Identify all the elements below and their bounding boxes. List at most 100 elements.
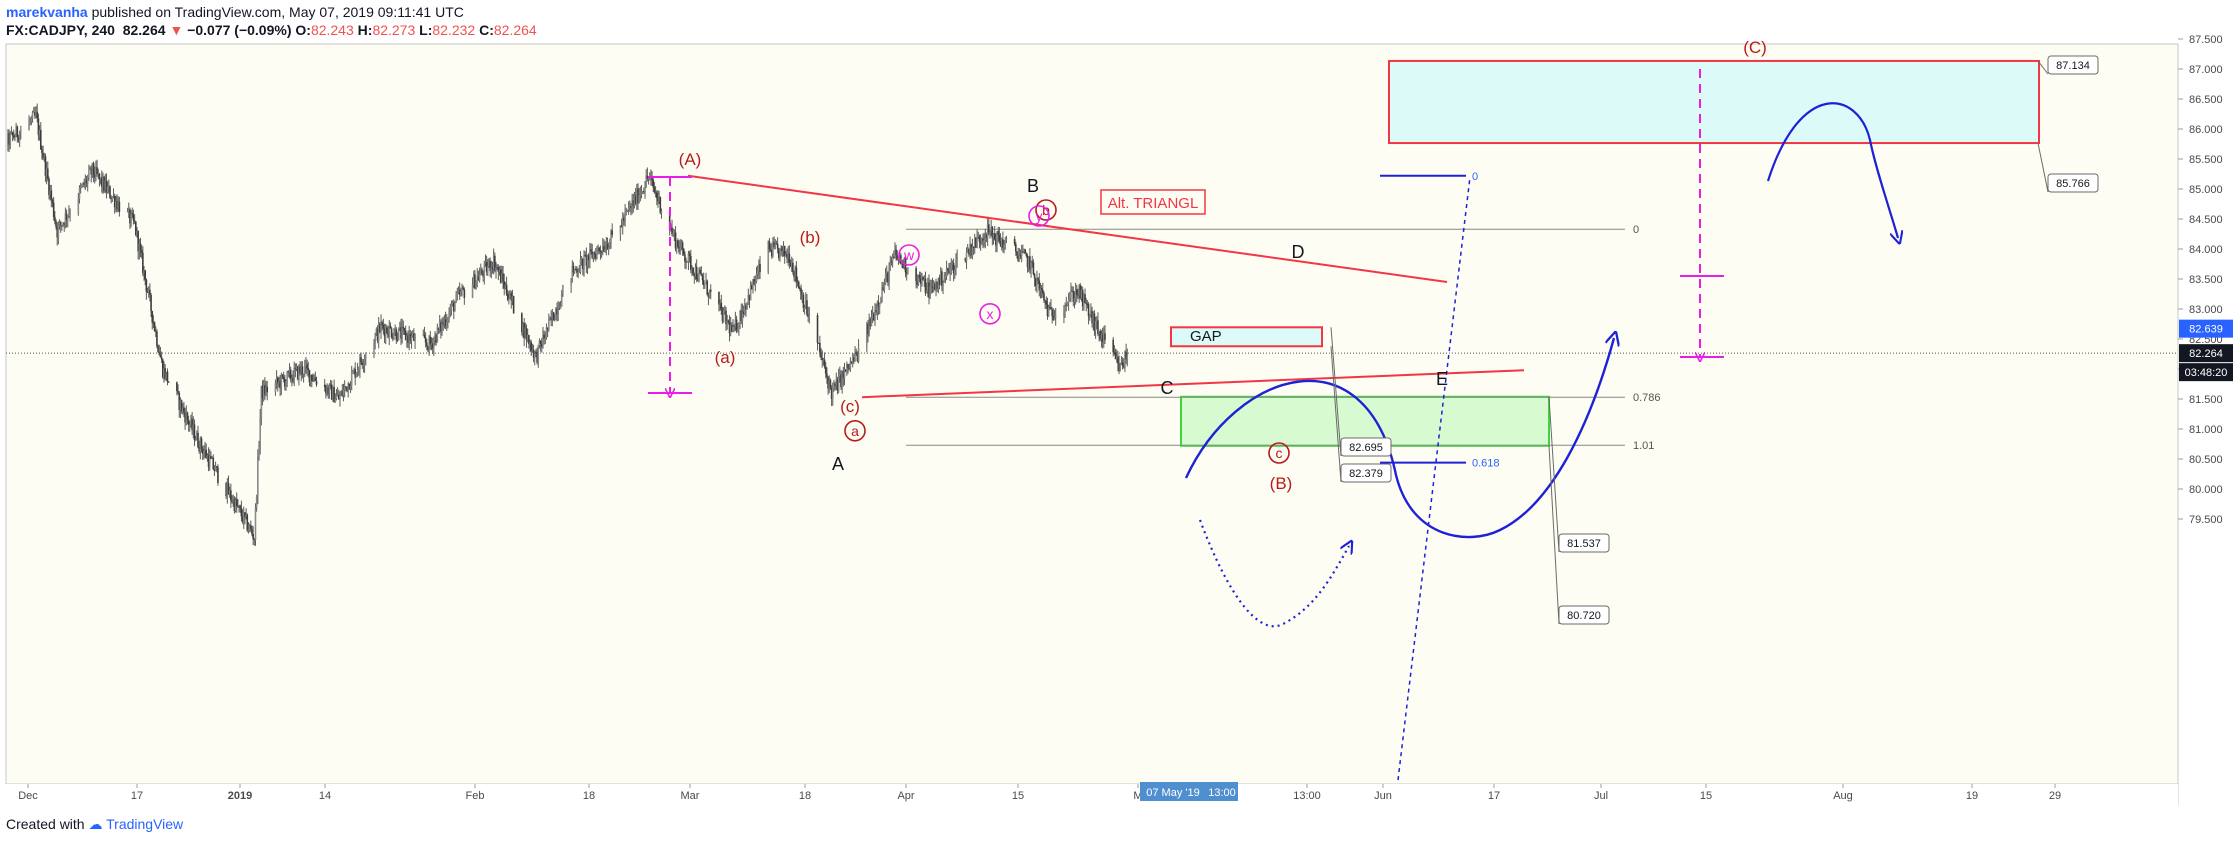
candle-body xyxy=(150,294,152,312)
candle-body xyxy=(743,305,746,314)
candle-body xyxy=(801,294,804,300)
candle-body xyxy=(7,133,9,146)
circled-label-ring xyxy=(844,419,866,442)
candle-body xyxy=(97,173,100,175)
fib-label: 0.786 xyxy=(1633,392,1661,404)
symbol-name[interactable]: FX:CADJPY, 240 xyxy=(6,22,115,38)
projection-alternate xyxy=(1198,519,1349,628)
candle-body xyxy=(204,449,206,452)
candle-body xyxy=(78,187,81,200)
candle-body xyxy=(447,319,449,322)
candle-body xyxy=(201,449,204,454)
candle-body xyxy=(163,368,165,378)
candle-body xyxy=(1027,256,1030,268)
candle-body xyxy=(647,177,650,179)
candle-body xyxy=(738,323,740,330)
candle-body xyxy=(149,289,151,295)
candle-body xyxy=(10,132,13,134)
candle-body xyxy=(262,385,265,399)
candle-body xyxy=(607,247,610,250)
price-axis[interactable] xyxy=(2178,44,2235,805)
candle-body xyxy=(181,407,184,411)
axis-price-marker xyxy=(2179,319,2233,338)
candle-body xyxy=(508,298,510,301)
candle-body xyxy=(580,258,583,260)
candle-body xyxy=(1000,239,1003,246)
candle-body xyxy=(1076,289,1078,295)
projection-wave-c xyxy=(1766,102,1898,238)
candle-body xyxy=(9,133,12,145)
candle-body xyxy=(874,310,876,321)
candle-body xyxy=(1047,307,1050,317)
candle-body xyxy=(57,225,60,238)
price-tick-label: 81.000 xyxy=(2189,424,2223,436)
candle-body xyxy=(1044,300,1046,302)
close-value: 82.264 xyxy=(493,22,537,38)
candle-body xyxy=(259,417,261,447)
candle-body xyxy=(843,369,846,379)
candle-body xyxy=(20,130,22,133)
price-tick-label: 80.500 xyxy=(2189,454,2223,466)
candle-body xyxy=(778,248,780,259)
candle-body xyxy=(930,286,933,288)
candle-body xyxy=(638,195,640,204)
candle-body xyxy=(327,387,330,394)
candle-body xyxy=(431,343,434,349)
callout-box xyxy=(1558,605,1610,625)
author-link[interactable]: marekvanha xyxy=(6,4,88,20)
plot-area[interactable] xyxy=(5,43,2179,785)
candle-body xyxy=(591,251,594,259)
candle-body xyxy=(35,111,37,116)
candle-body xyxy=(477,276,480,281)
candle-body xyxy=(52,202,55,217)
candle-body xyxy=(118,201,121,212)
candle-body xyxy=(602,246,604,253)
time-axis[interactable] xyxy=(6,784,2178,805)
candle-body xyxy=(718,291,720,305)
candle-body xyxy=(245,514,247,517)
candle-body xyxy=(69,213,71,215)
candle-body xyxy=(213,469,216,472)
candle-body xyxy=(239,505,242,509)
candle-body xyxy=(637,188,639,204)
candle-body xyxy=(732,325,734,332)
candle-body xyxy=(651,177,653,181)
publish-info: marekvanha published on TradingView.com,… xyxy=(6,4,464,20)
candle-body xyxy=(609,242,611,248)
candle-body xyxy=(177,391,179,393)
candle-body xyxy=(505,284,508,295)
candle-body xyxy=(624,211,626,221)
candle-body xyxy=(903,257,906,268)
candle-body xyxy=(922,276,924,280)
time-tick-label: M xyxy=(1133,790,1142,802)
candle-body xyxy=(503,281,506,289)
candle-body xyxy=(83,182,85,186)
candle-body xyxy=(686,261,689,263)
candle-body xyxy=(652,180,655,188)
candle-body xyxy=(352,371,354,374)
time-tick-label: Jul xyxy=(1594,790,1608,802)
candle-body xyxy=(430,343,433,345)
candle-body xyxy=(548,319,550,330)
candle-body xyxy=(147,289,150,293)
candle-body xyxy=(329,384,332,386)
candle-body xyxy=(93,174,96,178)
candle-body xyxy=(511,296,514,301)
alt-triangle-label: Alt. TRIANGL xyxy=(1108,195,1199,212)
candle-body xyxy=(1112,339,1114,353)
candle-body xyxy=(991,226,994,239)
candle-body xyxy=(346,386,348,392)
crosshair-date-box xyxy=(1140,782,1238,801)
candle-body xyxy=(523,323,525,339)
candle-body xyxy=(436,327,439,343)
candle-body xyxy=(550,317,552,320)
candle-body xyxy=(509,292,511,299)
candle-body xyxy=(380,322,382,332)
candle-body xyxy=(842,371,845,379)
candle-body xyxy=(986,224,989,239)
tradingview-logo[interactable]: ☁ TradingView xyxy=(88,816,184,832)
candle-body xyxy=(298,366,300,380)
candle-body xyxy=(924,278,927,294)
candle-body xyxy=(917,274,920,285)
